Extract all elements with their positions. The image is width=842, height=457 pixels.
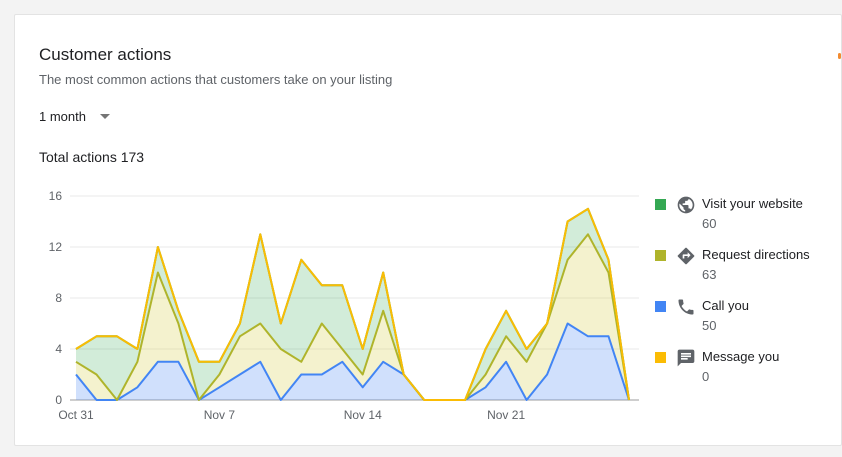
x-tick-label: Oct 31 xyxy=(58,408,94,422)
legend-item-messages[interactable]: Message you 0 xyxy=(655,348,842,399)
legend-value: 63 xyxy=(702,267,717,282)
customer-actions-card: Customer actions The most common actions… xyxy=(14,14,842,446)
card-subtitle: The most common actions that customers t… xyxy=(39,72,393,87)
y-tick-label: 12 xyxy=(49,240,63,254)
actions-chart: 0 4 8 12 16 Oct 31 Nov 7 Nov 14 Nov 21 xyxy=(49,189,639,422)
legend-value: 60 xyxy=(702,216,717,231)
line-request-directions xyxy=(75,233,630,401)
y-tick-label: 16 xyxy=(49,189,63,203)
period-dropdown[interactable]: 1 month xyxy=(39,109,110,124)
total-actions: Total actions 173 xyxy=(39,149,145,165)
x-tick-label: Nov 7 xyxy=(204,408,236,422)
legend-value: 0 xyxy=(702,369,710,384)
legend-item-calls[interactable]: Call you 50 xyxy=(655,297,842,348)
area-visit-your-website xyxy=(76,208,629,400)
x-tick-label: Nov 21 xyxy=(487,408,525,422)
message-icon xyxy=(677,349,695,367)
legend-item-website[interactable]: Visit your website 60 xyxy=(655,195,842,246)
line-call-you xyxy=(75,322,630,401)
y-tick-label: 4 xyxy=(55,342,62,356)
period-dropdown-label: 1 month xyxy=(39,109,86,124)
area-call-you xyxy=(76,323,629,400)
phone-icon xyxy=(678,299,694,315)
legend-value: 50 xyxy=(702,318,717,333)
chevron-down-icon xyxy=(99,114,110,119)
card-edge-indicator xyxy=(838,53,841,59)
legend-swatch xyxy=(655,199,666,210)
y-tick-label: 0 xyxy=(55,393,62,407)
card-title: Customer actions xyxy=(39,45,172,64)
legend-label: Message you xyxy=(702,349,780,364)
legend-label: Visit your website xyxy=(702,196,803,211)
legend-swatch xyxy=(655,352,666,363)
x-tick-label: Nov 14 xyxy=(344,408,382,422)
chart-legend: Visit your website 60 Request directions… xyxy=(655,195,842,399)
y-tick-label: 8 xyxy=(55,291,62,305)
legend-swatch xyxy=(655,301,666,312)
directions-icon xyxy=(677,247,695,265)
legend-item-directions[interactable]: Request directions 63 xyxy=(655,246,842,297)
line-message-you xyxy=(75,207,630,401)
legend-label: Call you xyxy=(702,298,749,313)
globe-icon xyxy=(677,196,695,214)
area-request-directions xyxy=(76,234,629,400)
legend-label: Request directions xyxy=(702,247,810,262)
legend-swatch xyxy=(655,250,666,261)
